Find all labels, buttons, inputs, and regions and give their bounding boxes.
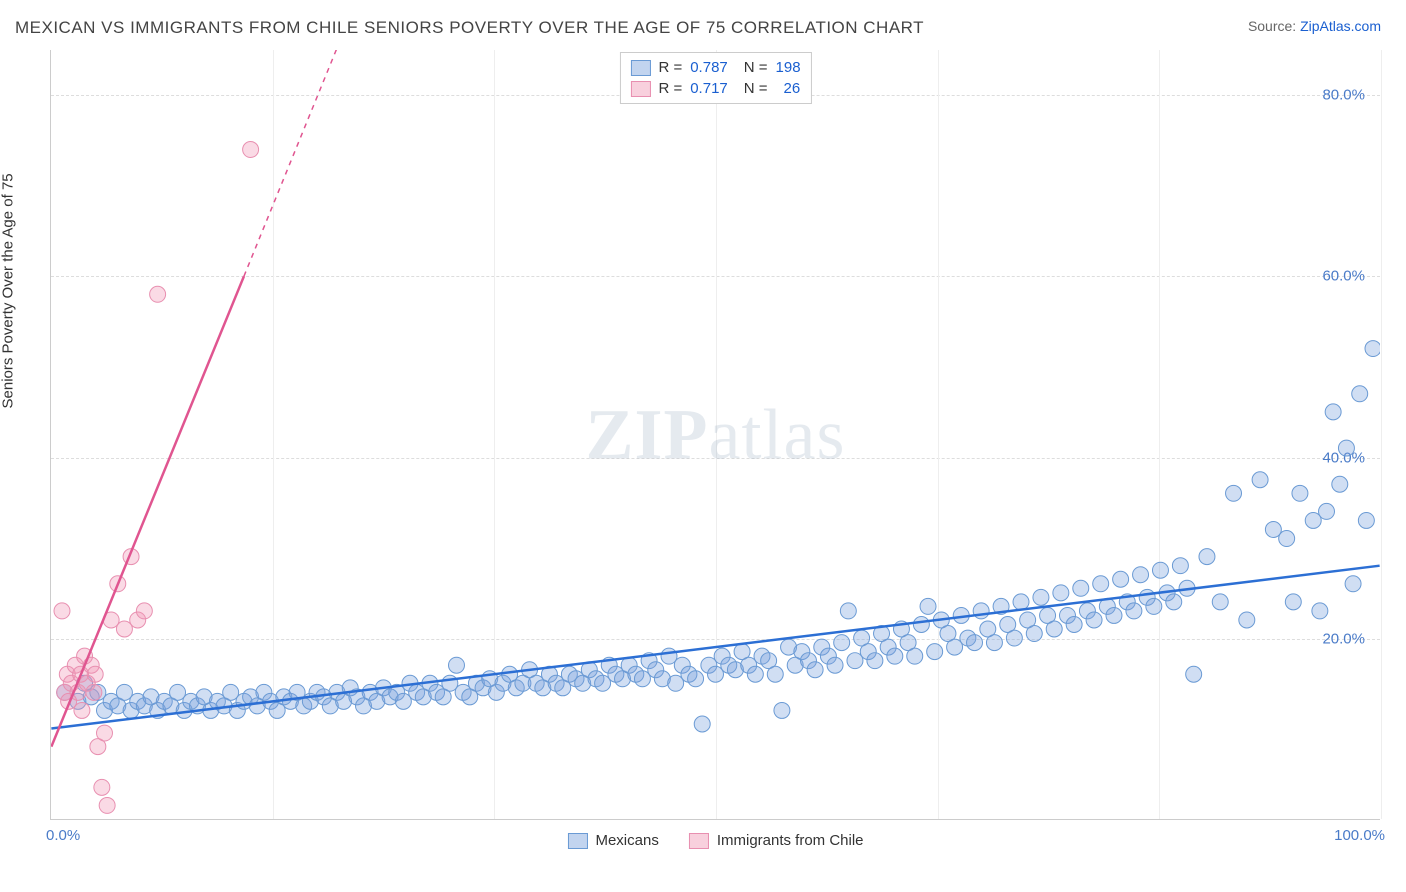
scatter-point bbox=[150, 286, 166, 302]
scatter-point bbox=[913, 616, 929, 632]
scatter-point bbox=[99, 797, 115, 813]
scatter-point bbox=[1126, 603, 1142, 619]
scatter-plot-svg bbox=[51, 50, 1380, 819]
scatter-point bbox=[1113, 571, 1129, 587]
scatter-point bbox=[867, 653, 883, 669]
scatter-point bbox=[1212, 594, 1228, 610]
scatter-point bbox=[807, 662, 823, 678]
scatter-point bbox=[1358, 512, 1374, 528]
scatter-point bbox=[694, 716, 710, 732]
trend-line bbox=[51, 276, 244, 746]
trend-line bbox=[51, 566, 1379, 729]
scatter-point bbox=[1199, 549, 1215, 565]
scatter-point bbox=[1046, 621, 1062, 637]
chart-title: MEXICAN VS IMMIGRANTS FROM CHILE SENIORS… bbox=[15, 18, 924, 38]
scatter-point bbox=[1239, 612, 1255, 628]
scatter-point bbox=[1093, 576, 1109, 592]
r-value-mexicans: 0.787 bbox=[690, 59, 728, 76]
legend-row-chile: R = 0.717 N = 26 bbox=[630, 78, 800, 99]
scatter-point bbox=[74, 702, 90, 718]
trend-line-dashed bbox=[244, 50, 344, 276]
legend-swatch-chile-2 bbox=[689, 833, 709, 849]
scatter-point bbox=[54, 603, 70, 619]
scatter-point bbox=[87, 666, 103, 682]
scatter-point bbox=[967, 635, 983, 651]
scatter-point bbox=[1106, 607, 1122, 623]
scatter-point bbox=[834, 635, 850, 651]
scatter-point bbox=[747, 666, 763, 682]
source-label: Source: bbox=[1248, 18, 1296, 34]
chart-container: MEXICAN VS IMMIGRANTS FROM CHILE SENIORS… bbox=[0, 0, 1406, 892]
n-label-2: N = bbox=[744, 80, 768, 97]
legend-item-chile: Immigrants from Chile bbox=[689, 832, 864, 849]
scatter-point bbox=[840, 603, 856, 619]
scatter-point bbox=[907, 648, 923, 664]
x-tick-0: 0.0% bbox=[46, 827, 80, 844]
scatter-point bbox=[767, 666, 783, 682]
scatter-point bbox=[136, 603, 152, 619]
r-value-chile: 0.717 bbox=[690, 80, 728, 97]
scatter-point bbox=[1026, 626, 1042, 642]
n-label: N = bbox=[744, 59, 768, 76]
scatter-point bbox=[927, 644, 943, 660]
scatter-point bbox=[1086, 612, 1102, 628]
scatter-point bbox=[774, 702, 790, 718]
n-value-chile: 26 bbox=[784, 80, 801, 97]
scatter-point bbox=[1013, 594, 1029, 610]
chart-plot-area: ZIPatlas R = 0.787 N = 198 R = 0.717 N =… bbox=[50, 50, 1380, 820]
scatter-point bbox=[887, 648, 903, 664]
legend-label-mexicans: Mexicans bbox=[595, 832, 658, 849]
legend-label-chile: Immigrants from Chile bbox=[717, 832, 864, 849]
scatter-point bbox=[827, 657, 843, 673]
scatter-point bbox=[1186, 666, 1202, 682]
scatter-point bbox=[243, 142, 259, 158]
scatter-point bbox=[94, 779, 110, 795]
scatter-point bbox=[1146, 598, 1162, 614]
legend-swatch-mexicans bbox=[630, 60, 650, 76]
correlation-legend: R = 0.787 N = 198 R = 0.717 N = 26 bbox=[619, 52, 811, 104]
legend-item-mexicans: Mexicans bbox=[567, 832, 658, 849]
legend-swatch-chile bbox=[630, 81, 650, 97]
scatter-point bbox=[1033, 589, 1049, 605]
scatter-point bbox=[1066, 616, 1082, 632]
scatter-point bbox=[448, 657, 464, 673]
scatter-point bbox=[1319, 503, 1335, 519]
scatter-point bbox=[1338, 440, 1354, 456]
scatter-point bbox=[1345, 576, 1361, 592]
legend-swatch-mexicans-2 bbox=[567, 833, 587, 849]
y-axis-label: Seniors Poverty Over the Age of 75 bbox=[0, 173, 17, 408]
r-label-2: R = bbox=[658, 80, 682, 97]
scatter-point bbox=[1073, 580, 1089, 596]
scatter-point bbox=[986, 635, 1002, 651]
x-tick-100: 100.0% bbox=[1334, 827, 1385, 844]
series-legend: Mexicans Immigrants from Chile bbox=[567, 832, 863, 849]
r-label: R = bbox=[658, 59, 682, 76]
scatter-point bbox=[1133, 567, 1149, 583]
source-link[interactable]: ZipAtlas.com bbox=[1300, 18, 1381, 34]
scatter-point bbox=[1332, 476, 1348, 492]
scatter-point bbox=[1312, 603, 1328, 619]
scatter-point bbox=[1352, 386, 1368, 402]
scatter-point bbox=[1365, 341, 1380, 357]
source-attribution: Source: ZipAtlas.com bbox=[1248, 18, 1381, 34]
scatter-point bbox=[1166, 594, 1182, 610]
scatter-point bbox=[1325, 404, 1341, 420]
legend-row-mexicans: R = 0.787 N = 198 bbox=[630, 57, 800, 78]
scatter-point bbox=[1152, 562, 1168, 578]
scatter-point bbox=[1226, 485, 1242, 501]
n-value-mexicans: 198 bbox=[776, 59, 801, 76]
scatter-point bbox=[1292, 485, 1308, 501]
scatter-point bbox=[688, 671, 704, 687]
scatter-point bbox=[1172, 558, 1188, 574]
gridline-v bbox=[1381, 50, 1382, 819]
scatter-point bbox=[920, 598, 936, 614]
scatter-point bbox=[1053, 585, 1069, 601]
scatter-point bbox=[1252, 472, 1268, 488]
scatter-point bbox=[97, 725, 113, 741]
scatter-point bbox=[86, 684, 102, 700]
scatter-point bbox=[1279, 531, 1295, 547]
scatter-point bbox=[1285, 594, 1301, 610]
scatter-point bbox=[973, 603, 989, 619]
scatter-point bbox=[1006, 630, 1022, 646]
